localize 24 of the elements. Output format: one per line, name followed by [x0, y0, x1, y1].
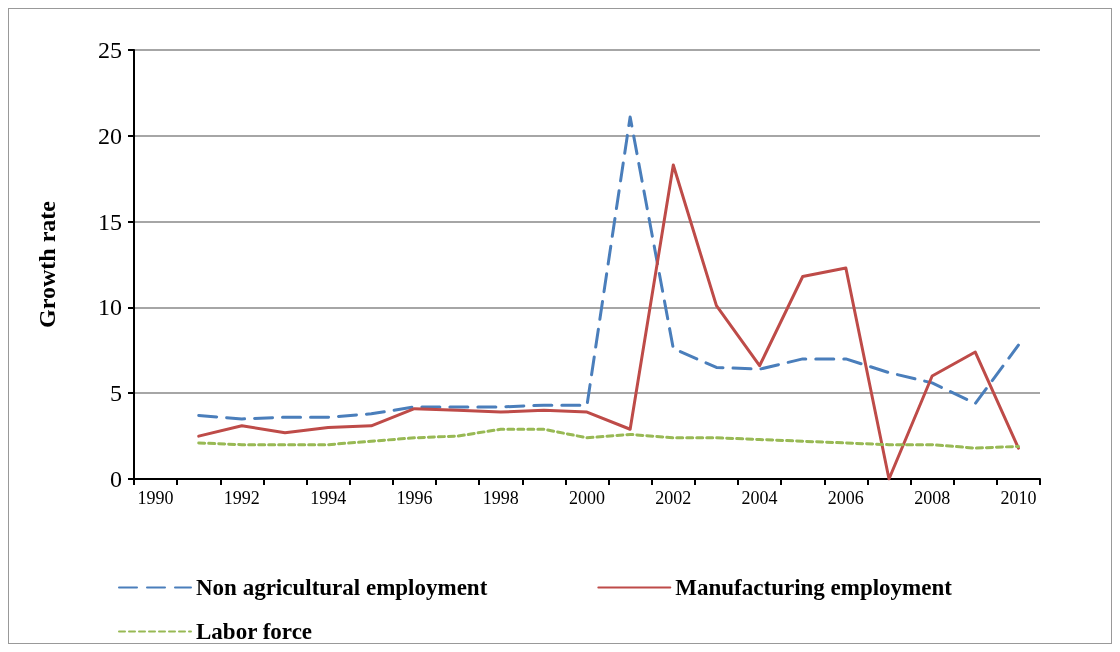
x-tick-label: 2008 — [914, 488, 951, 508]
x-tick-label: 1994 — [310, 488, 347, 508]
x-tick-label: 2000 — [569, 488, 605, 508]
line-series — [197, 427, 1020, 450]
legend-label: Manufacturing employment — [675, 575, 953, 600]
y-tick-label: 25 — [98, 37, 122, 63]
y-axis-title: Growth rate — [34, 200, 60, 328]
x-tick-label: 2006 — [827, 488, 864, 508]
x-tick-label: 2010 — [1000, 488, 1037, 508]
x-tick-label: 2002 — [655, 488, 692, 508]
x-tick-label: 1998 — [482, 488, 519, 508]
y-tick-label: 20 — [98, 122, 122, 149]
y-tick-label: 0 — [110, 466, 122, 492]
line-series — [197, 163, 1020, 481]
x-tick-label: 1990 — [137, 488, 174, 508]
legend-label: Labor force — [196, 619, 313, 644]
y-tick-label: 15 — [98, 208, 122, 235]
y-tick-label: 5 — [110, 380, 122, 407]
x-tick-label: 2004 — [741, 488, 778, 508]
x-tick-label: 1996 — [396, 488, 433, 508]
x-tick-label: 1992 — [223, 488, 260, 508]
line-series — [197, 115, 1020, 421]
legend-label: Non agricultural employment — [196, 575, 488, 600]
y-tick-label: 10 — [98, 294, 122, 321]
